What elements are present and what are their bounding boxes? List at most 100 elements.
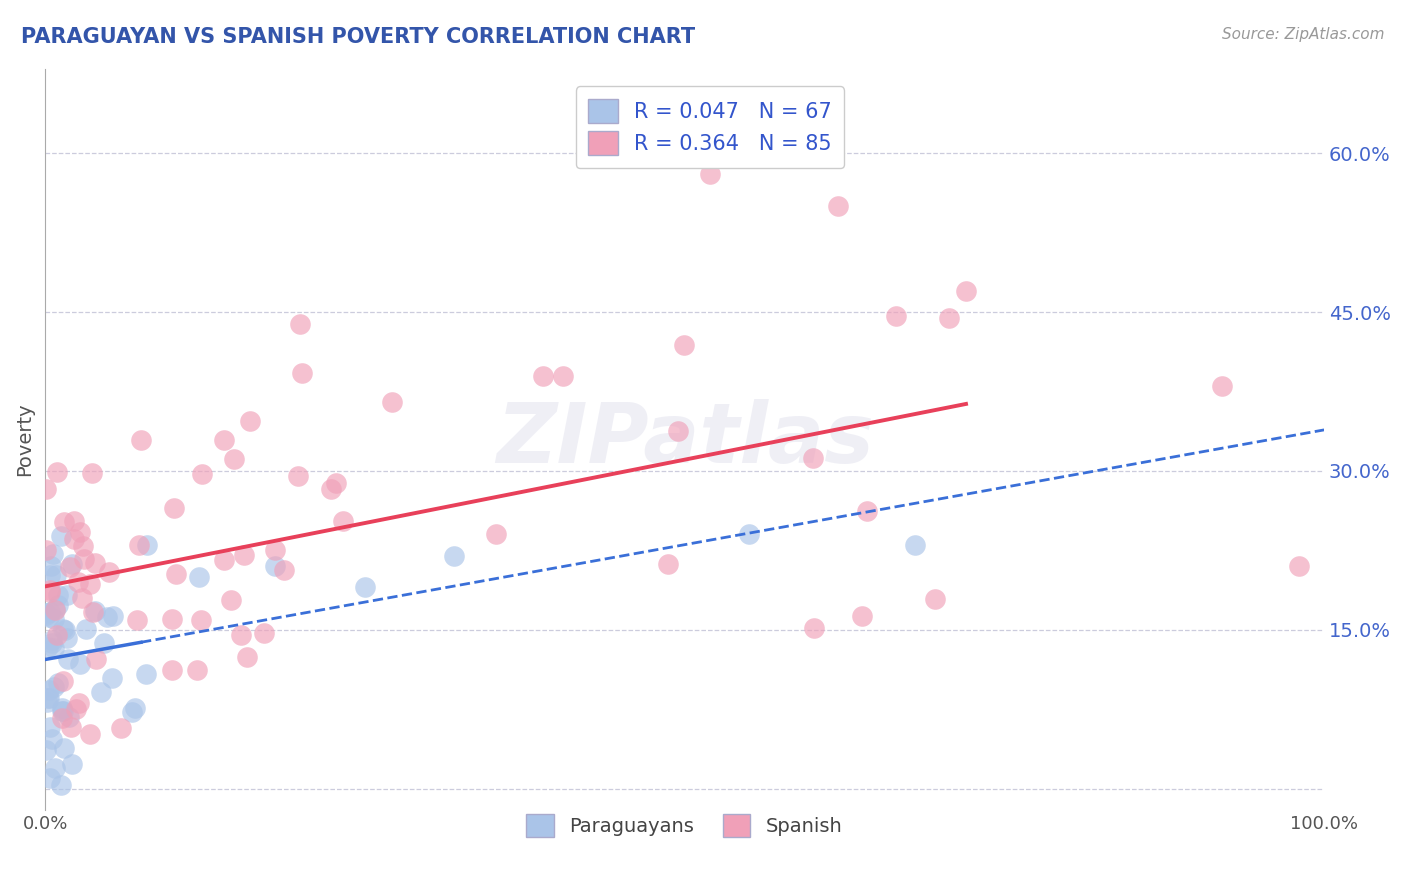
- Point: [190, 613, 212, 627]
- Point: [924, 591, 946, 606]
- Point: [332, 514, 354, 528]
- Point: [354, 581, 377, 595]
- Point: [42, 547, 65, 561]
- Point: [856, 503, 879, 517]
- Point: [38, 682, 60, 697]
- Point: [56, 588, 79, 602]
- Point: [38, 582, 60, 597]
- Point: [39, 771, 62, 785]
- Point: [938, 311, 960, 326]
- Point: [60, 720, 83, 734]
- Point: [42, 611, 65, 625]
- Point: [851, 609, 873, 624]
- Point: [90, 685, 112, 699]
- Point: [37, 640, 59, 654]
- Point: [39, 605, 62, 619]
- Text: PARAGUAYAN VS SPANISH POVERTY CORRELATION CHART: PARAGUAYAN VS SPANISH POVERTY CORRELATIO…: [21, 27, 695, 46]
- Point: [70, 591, 93, 605]
- Point: [63, 514, 86, 528]
- Point: [67, 697, 90, 711]
- Point: [52, 704, 75, 718]
- Point: [291, 366, 314, 380]
- Point: [51, 700, 73, 714]
- Point: [49, 778, 72, 792]
- Point: [233, 549, 256, 563]
- Point: [264, 542, 287, 557]
- Point: [59, 560, 82, 574]
- Point: [485, 527, 508, 541]
- Point: [886, 309, 908, 323]
- Point: [45, 465, 67, 479]
- Point: [39, 567, 62, 582]
- Point: [38, 691, 60, 706]
- Point: [325, 476, 347, 491]
- Point: [83, 556, 105, 570]
- Point: [35, 743, 58, 757]
- Point: [66, 574, 89, 589]
- Point: [827, 199, 849, 213]
- Point: [212, 553, 235, 567]
- Point: [37, 690, 59, 705]
- Point: [49, 529, 72, 543]
- Point: [42, 681, 65, 695]
- Text: Source: ZipAtlas.com: Source: ZipAtlas.com: [1222, 27, 1385, 42]
- Point: [55, 631, 77, 645]
- Point: [236, 650, 259, 665]
- Point: [955, 284, 977, 298]
- Point: [253, 626, 276, 640]
- Point: [231, 628, 253, 642]
- Point: [58, 709, 80, 723]
- Point: [319, 482, 342, 496]
- Point: [699, 168, 721, 182]
- Point: [35, 543, 58, 558]
- Point: [904, 538, 927, 552]
- Point: [93, 636, 115, 650]
- Point: [39, 559, 62, 574]
- Point: [187, 570, 209, 584]
- Point: [160, 663, 183, 677]
- Point: [38, 610, 60, 624]
- Point: [46, 598, 69, 612]
- Point: [69, 524, 91, 539]
- Point: [46, 588, 69, 602]
- Point: [666, 424, 689, 438]
- Point: [222, 451, 245, 466]
- Point: [273, 563, 295, 577]
- Point: [35, 482, 58, 496]
- Point: [443, 549, 465, 563]
- Point: [264, 559, 287, 574]
- Point: [41, 632, 63, 647]
- Point: [801, 451, 824, 466]
- Legend: Paraguayans, Spanish: Paraguayans, Spanish: [519, 806, 851, 845]
- Text: ZIPatlas: ZIPatlas: [496, 399, 873, 480]
- Point: [60, 557, 83, 571]
- Point: [1288, 559, 1310, 574]
- Point: [79, 576, 101, 591]
- Point: [84, 604, 107, 618]
- Point: [101, 608, 124, 623]
- Point: [46, 675, 69, 690]
- Point: [219, 592, 242, 607]
- Point: [56, 652, 79, 666]
- Point: [533, 368, 555, 383]
- Point: [46, 628, 69, 642]
- Point: [53, 741, 76, 756]
- Point: [63, 532, 86, 546]
- Point: [288, 317, 311, 331]
- Point: [136, 538, 159, 552]
- Point: [135, 666, 157, 681]
- Point: [60, 757, 83, 772]
- Point: [51, 704, 73, 718]
- Point: [39, 585, 62, 599]
- Point: [121, 705, 143, 719]
- Point: [79, 727, 101, 741]
- Point: [96, 609, 118, 624]
- Point: [72, 539, 94, 553]
- Point: [380, 395, 402, 409]
- Point: [44, 640, 66, 655]
- Point: [44, 602, 66, 616]
- Point: [52, 622, 75, 636]
- Point: [160, 612, 183, 626]
- Point: [41, 732, 63, 747]
- Point: [53, 623, 76, 637]
